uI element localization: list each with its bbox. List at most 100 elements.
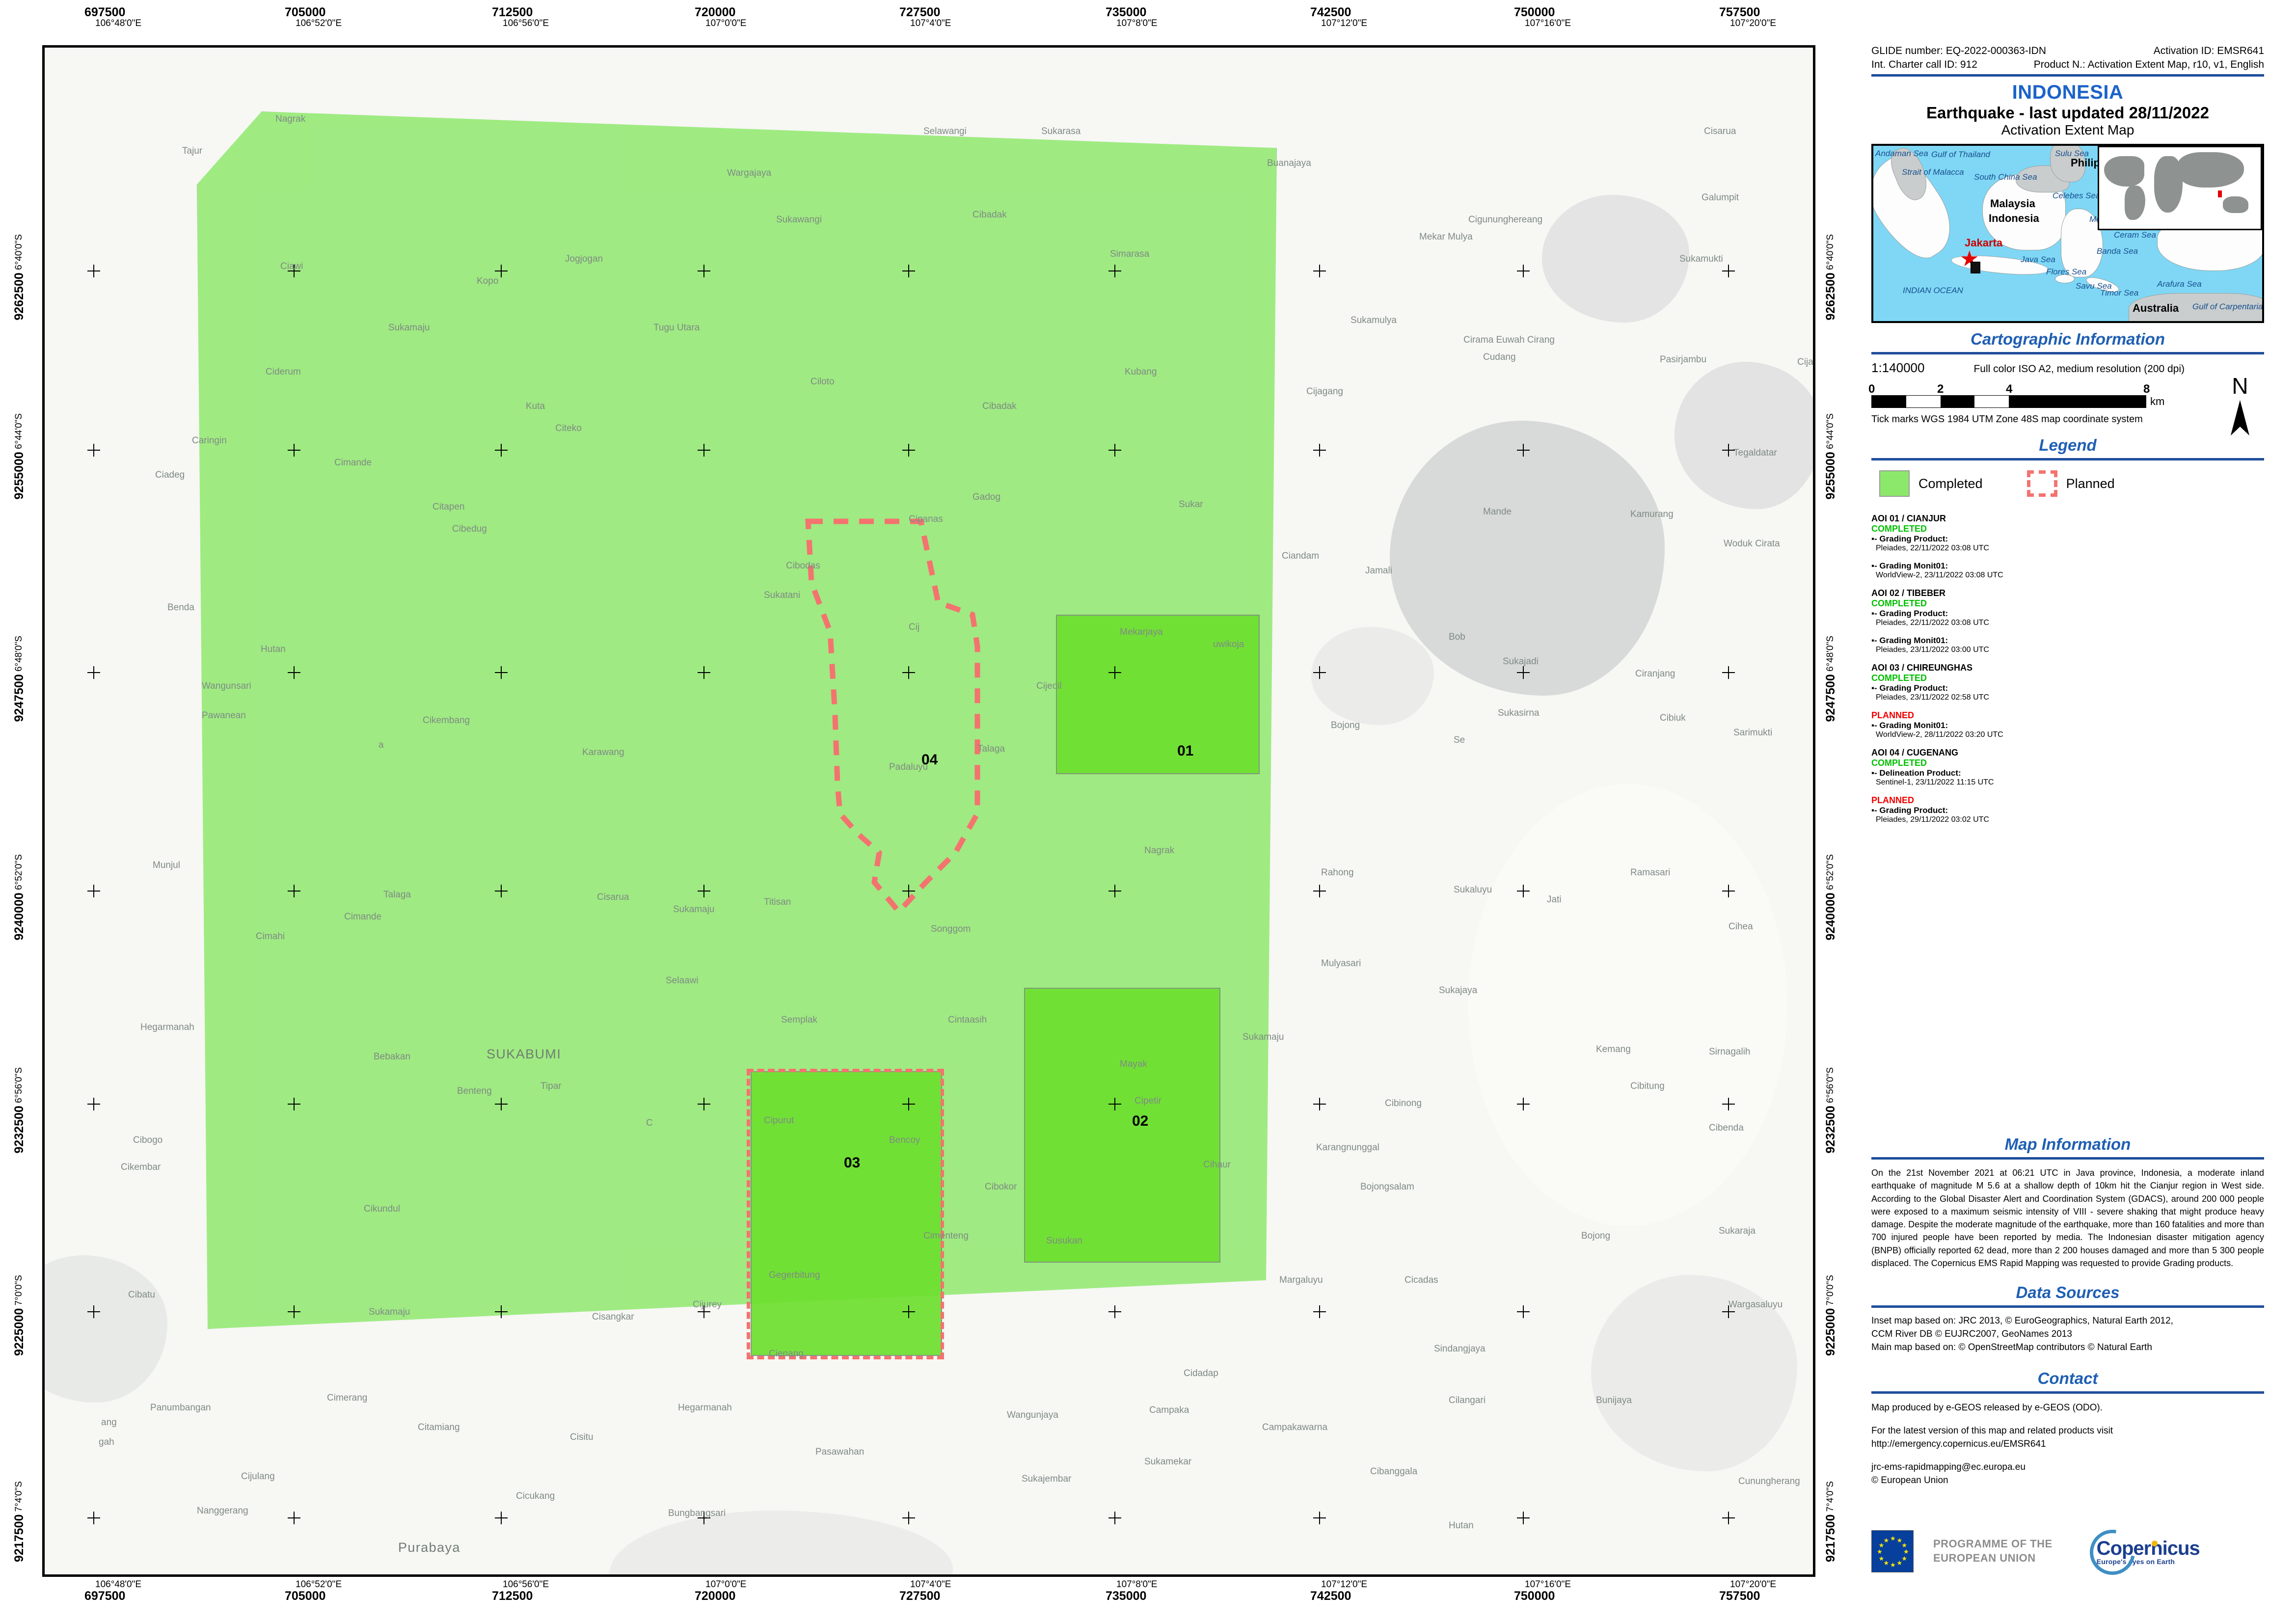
eu-star-icon: ★ [1890,1561,1896,1569]
aoi-title-3: AOI 03 / CHIREUNGHAS [1871,663,1973,673]
graticule-cross [902,444,915,457]
scale-bar-numbers: 0 2 4 8 [1868,382,2150,396]
map-place-label: Tegaldatar [1733,448,1777,458]
aoi-product-sensor: Pleiades, 22/11/2022 03:08 UTC [1876,619,1989,627]
map-place-label: Cienang [769,1349,804,1359]
map-place-label: Nanggerang [197,1506,248,1516]
map-place-label: Sarimukti [1733,728,1773,738]
aoi-status-badge: PLANNED [1871,795,1915,805]
y-tick-right-9232500: 9232500 6°56'0"S [1824,1067,1837,1154]
y-tick-right-9255000: 9255000 6°44'0"S [1824,413,1837,500]
map-place-label: Bob [1449,632,1465,642]
map-place-label: Cijati [1797,357,1813,367]
contact-section-title: Contact [2037,1369,2098,1388]
map-place-label: Mekarjaya [1120,627,1163,637]
inset-sea-label: INDIAN OCEAN [1903,286,1963,295]
y-tick-right-9225000: 9225000 7°0'0"S [1824,1275,1837,1356]
y-tick-9247500: 9247500 6°48'0"S [12,636,26,722]
jakarta-label: Jakarta [1965,237,2003,249]
map-place-label: Cudang [1483,352,1516,362]
charter-call-id: Int. Charter call ID: 912 [1871,59,1977,70]
x-tick-727500: 727500 107°4'0"E [899,5,951,29]
map-info-text: On the 21st November 2021 at 06:21 UTC i… [1871,1168,2264,1268]
map-place-label: Cimahi [256,931,285,942]
graticule-cross [87,265,100,277]
aoi-box-01[interactable] [1056,615,1260,774]
tick-note: Tick marks WGS 1984 UTM Zone 48S map coo… [1871,414,2143,425]
map-place-label: Jati [1547,894,1562,905]
contact-copyright: © European Union [1871,1475,1948,1486]
map-place-label: Cihaur [1203,1160,1231,1170]
continent-north-america [2104,156,2144,187]
y-tick-9240000: 9240000 6°52'0"S [12,854,26,941]
map-place-label: Sukamulya [1351,315,1397,325]
x-tick-bottom-697500: 106°48'0"E 697500 [84,1579,142,1603]
inset-sea-label: Savu Sea [2076,281,2112,291]
aoi-planned-03[interactable] [747,1069,944,1359]
map-place-label: Mekar Mulya [1419,232,1473,242]
map-place-label: Cibokor [985,1182,1017,1192]
graticule-cross [495,1305,508,1318]
map-place-label: Semplak [781,1015,817,1025]
map-place-label: Bencoy [889,1135,920,1145]
map-place-label: Nagrak [1144,845,1175,856]
map-place-label: Cibinong [1385,1098,1422,1109]
inset-locator-map[interactable]: ★ Jakarta Andaman Sea Gulf of Thailand Str… [1871,144,2264,323]
aoi-product-name: - Grading Product: [1871,683,2264,693]
map-place-label: Cimande [334,458,372,468]
graticule-cross [1108,666,1121,679]
map-place-label: Citeko [555,423,582,433]
eu-star-icon: ★ [1877,1548,1883,1555]
continent-south-america [2125,186,2145,220]
map-place-label: Mayak [1120,1059,1147,1069]
graticule-cross [87,1098,100,1110]
graticule-cross [1108,1305,1121,1318]
map-place-label: Pawanean [202,710,246,721]
map-place-label: Karawang [582,747,624,757]
inset-sea-label: Andaman Sea [1875,149,1928,158]
aoi-product-name: - Grading Product: [1871,806,2264,815]
contact-email[interactable]: jrc-ems-rapidmapping@ec.europa.eu [1871,1461,2026,1472]
inset-island-philippines [2050,146,2085,182]
inset-sea-label: Gulf of Carpentaria [2192,302,2263,311]
aoi-spacer [1871,654,2264,663]
graticule-cross [698,1305,710,1318]
map-place-label: gah [99,1437,114,1447]
x-tick-bottom-735000: 107°8'0"E 735000 [1106,1579,1158,1603]
data-source-line-3: Main map based on: © OpenStreetMap contr… [1871,1342,2152,1353]
map-place-label: Cihea [1729,921,1753,932]
graticule-cross [698,1098,710,1110]
main-map[interactable]: Nagrak Selawangi Sukarasa Buanajaya Cisarua T… [42,45,1815,1577]
data-sources-section-title: Data Sources [2016,1283,2120,1302]
map-place-label: Benda [167,602,194,613]
map-place-label: Cij [909,622,920,632]
map-format: Full color ISO A2, medium resolution (20… [1973,363,2185,375]
map-place-label: Ciloto [810,377,835,387]
map-place-label: Simarasa [1110,249,1150,259]
map-place-label: Cibatu [128,1290,155,1300]
map-place-label: Kamurang [1630,509,1674,519]
map-place-label: Cibiuk [1660,713,1686,723]
map-place-label: Hutan [261,644,286,654]
aoi-status-badge: PLANNED [1871,710,1915,720]
map-place-label: Cilangari [1449,1395,1486,1406]
map-place-label: Gadog [972,492,1001,502]
map-place-label: Cisitu [570,1432,594,1442]
aoi-planned-04-outline[interactable] [781,509,1061,936]
map-place-label: Cikembang [423,715,470,726]
aoi-box-02[interactable] [1024,988,1220,1263]
map-place-label: Rahong [1321,867,1354,878]
map-place-label: Cikembar [121,1162,161,1172]
contact-url[interactable]: http://emergency.copernicus.eu/EMSR641 [1871,1438,2046,1449]
legend-swatch-planned [2026,470,2057,497]
map-place-label: Sukajaya [1439,985,1478,996]
inset-sea-label: Arafura Sea [2157,279,2202,289]
map-place-label: Sukamukti [1679,254,1723,264]
map-place-label: Kubang [1125,367,1157,377]
map-place-label: Bunijaya [1596,1395,1632,1406]
map-place-label: Munjul [153,860,180,870]
inset-country-label: Malaysia [1990,197,2035,210]
activation-id: Activation ID: EMSR641 [2153,45,2264,56]
aoi-product-name: - Delineation Product: [1871,768,2264,778]
graticule-cross [1108,265,1121,277]
